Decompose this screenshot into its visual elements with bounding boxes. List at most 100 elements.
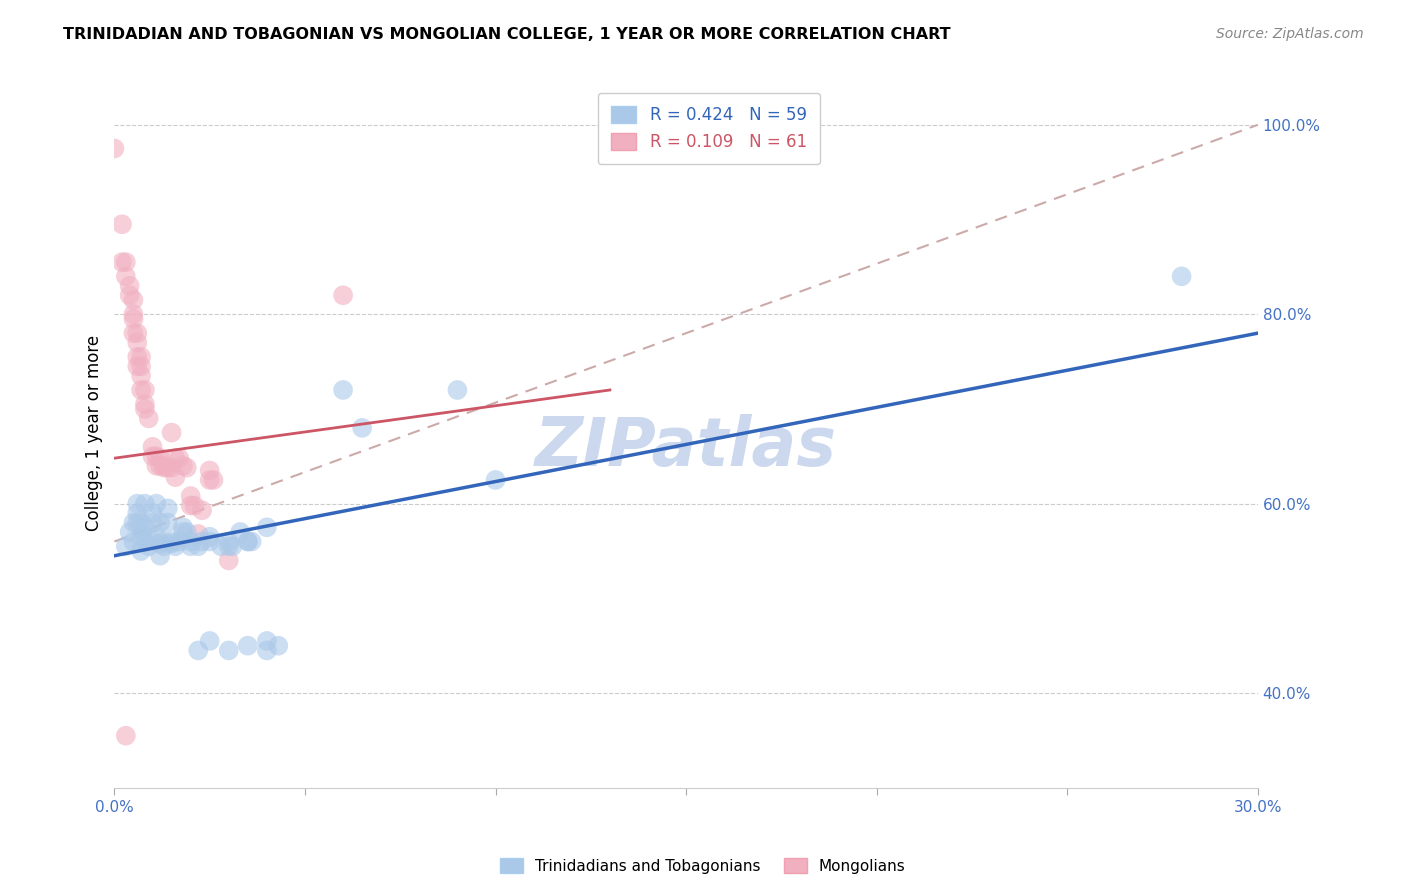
Point	[180, 499, 202, 513]
Point	[176, 460, 198, 475]
Point	[138, 530, 160, 544]
Point	[180, 534, 202, 549]
Point	[129, 350, 152, 364]
Point	[160, 460, 183, 475]
Point	[129, 530, 152, 544]
Point	[180, 489, 202, 503]
Point	[256, 634, 278, 648]
Point	[122, 293, 145, 307]
Point	[198, 530, 221, 544]
Text: Source: ZipAtlas.com: Source: ZipAtlas.com	[1216, 27, 1364, 41]
Point	[141, 516, 163, 530]
Point	[129, 516, 152, 530]
Point	[198, 634, 221, 648]
Point	[122, 326, 145, 340]
Point	[127, 497, 149, 511]
Point	[149, 458, 172, 473]
Point	[127, 516, 149, 530]
Point	[172, 520, 194, 534]
Point	[202, 473, 225, 487]
Point	[256, 643, 278, 657]
Point	[122, 534, 145, 549]
Point	[198, 463, 221, 477]
Point	[118, 278, 141, 293]
Point	[134, 520, 156, 534]
Point	[145, 458, 167, 473]
Point	[111, 255, 134, 269]
Point	[198, 473, 221, 487]
Point	[218, 534, 240, 549]
Point	[141, 440, 163, 454]
Point	[221, 539, 243, 553]
Point	[229, 524, 252, 539]
Point	[160, 425, 183, 440]
Point	[167, 534, 190, 549]
Point	[122, 312, 145, 326]
Point	[127, 359, 149, 374]
Point	[122, 516, 145, 530]
Point	[156, 460, 179, 475]
Point	[191, 503, 214, 517]
Point	[183, 499, 205, 513]
Point	[134, 401, 156, 416]
Y-axis label: College, 1 year or more: College, 1 year or more	[86, 334, 103, 531]
Point	[129, 383, 152, 397]
Point	[118, 524, 141, 539]
Point	[134, 397, 156, 411]
Point	[149, 451, 172, 466]
Point	[127, 335, 149, 350]
Text: ZIPatlas: ZIPatlas	[536, 414, 837, 480]
Point	[256, 520, 278, 534]
Point	[134, 497, 156, 511]
Point	[141, 450, 163, 464]
Point	[160, 534, 183, 549]
Point	[115, 255, 138, 269]
Point	[156, 501, 179, 516]
Point	[191, 534, 214, 549]
Point	[127, 326, 149, 340]
Point	[134, 534, 156, 549]
Point	[236, 534, 259, 549]
Point	[138, 539, 160, 553]
Point	[153, 534, 176, 549]
Point	[129, 368, 152, 383]
Point	[129, 359, 152, 374]
Point	[165, 451, 187, 466]
Point	[236, 534, 259, 549]
Point	[145, 497, 167, 511]
Point	[127, 350, 149, 364]
Point	[218, 553, 240, 567]
Point	[156, 516, 179, 530]
Point	[165, 470, 187, 484]
Point	[352, 421, 374, 435]
Point	[149, 536, 172, 550]
Point	[187, 527, 209, 541]
Point	[115, 729, 138, 743]
Point	[267, 639, 290, 653]
Legend: R = 0.424   N = 59, R = 0.109   N = 61: R = 0.424 N = 59, R = 0.109 N = 61	[598, 93, 820, 164]
Point	[160, 536, 183, 550]
Point	[138, 411, 160, 425]
Point	[176, 524, 198, 539]
Point	[129, 544, 152, 558]
Point	[149, 549, 172, 563]
Point	[187, 643, 209, 657]
Point	[446, 383, 468, 397]
Point	[115, 269, 138, 284]
Point	[236, 639, 259, 653]
Point	[484, 473, 506, 487]
Point	[115, 539, 138, 553]
Point	[218, 539, 240, 553]
Point	[111, 217, 134, 231]
Point	[209, 539, 232, 553]
Point	[118, 288, 141, 302]
Point	[103, 141, 125, 155]
Point	[165, 539, 187, 553]
Point	[172, 524, 194, 539]
Point	[218, 643, 240, 657]
Point	[198, 534, 221, 549]
Point	[332, 288, 354, 302]
Point	[145, 450, 167, 464]
Point	[1170, 269, 1192, 284]
Point	[134, 383, 156, 397]
